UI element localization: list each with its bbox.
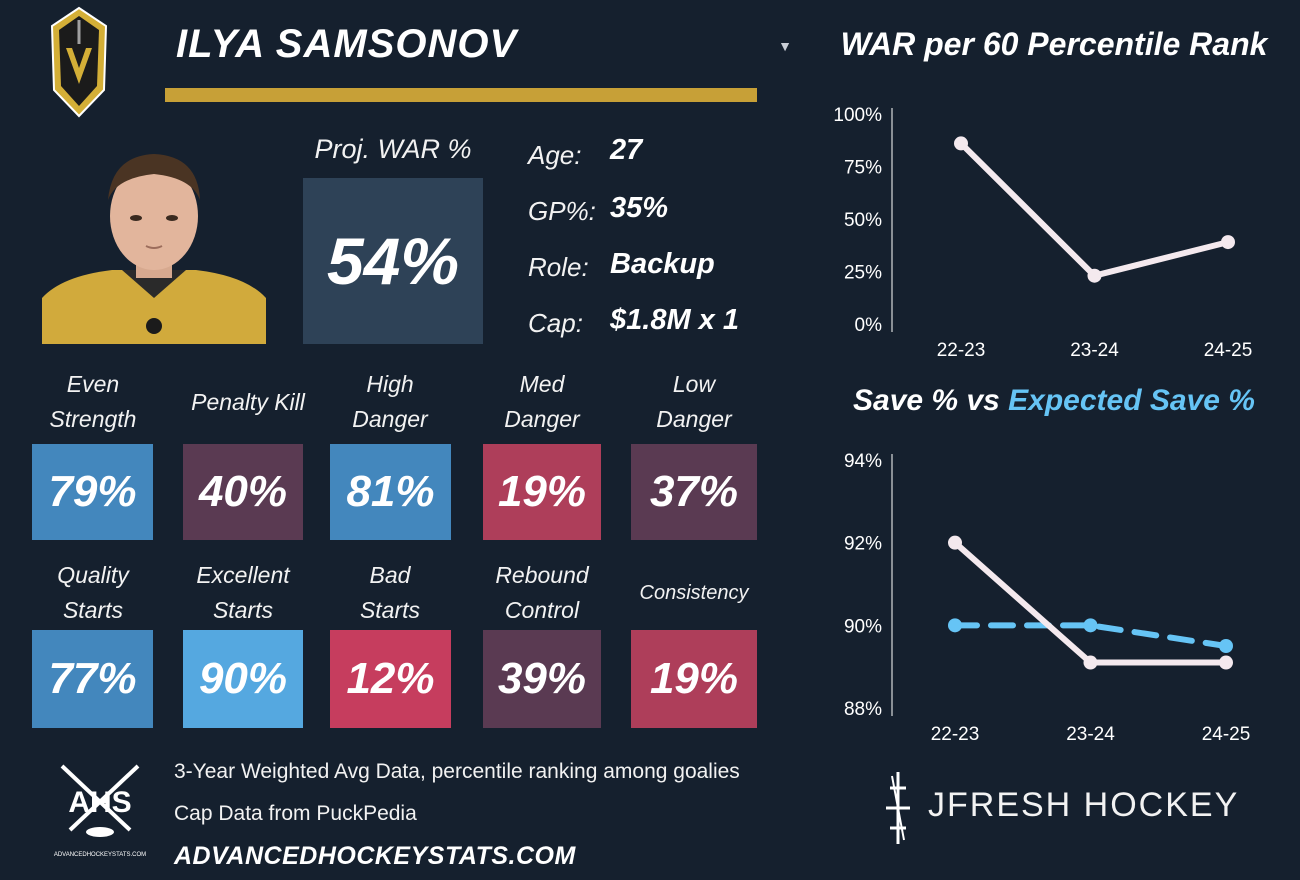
footer-note-data: 3-Year Weighted Avg Data, percentile ran…	[174, 760, 740, 783]
tile-med-danger: 19%	[483, 444, 601, 540]
footer-note-cap: Cap Data from PuckPedia	[174, 802, 417, 825]
y-tick-label: 88%	[844, 699, 882, 720]
data-point-0	[1083, 655, 1098, 670]
x-tick-label: 22-23	[931, 724, 980, 745]
series-line-1	[952, 622, 1229, 649]
gp-value: 35%	[610, 192, 669, 224]
tile-label-high-danger: High Danger	[352, 371, 428, 432]
tile-label-even-strength: Even Strength	[49, 371, 137, 432]
chevron-down-icon[interactable]: ▼	[778, 38, 792, 54]
jfresh-logo-icon	[868, 768, 938, 848]
tile-label-med-danger: Med Danger	[504, 371, 580, 432]
age-label: Age:	[528, 140, 582, 170]
y-tick-label: 75%	[844, 158, 882, 179]
data-point-0	[1087, 268, 1102, 283]
gp-label: GP%:	[528, 196, 596, 226]
ahs-logo-caption: ADVANCEDHOCKEYSTATS.COM	[54, 852, 146, 858]
role-value: Backup	[610, 248, 715, 280]
x-tick-label: 24-25	[1204, 340, 1253, 361]
team-logo	[48, 4, 110, 122]
player-headshot	[42, 148, 266, 344]
tile-low-danger: 37%	[631, 444, 757, 540]
y-tick-label: 50%	[844, 210, 882, 231]
cap-label: Cap:	[528, 308, 583, 338]
age-value: 27	[610, 134, 643, 166]
cap-value: $1.8M x 1	[610, 304, 739, 336]
data-point-0	[948, 535, 962, 550]
tile-even-strength: 79%	[32, 444, 153, 540]
tile-excellent-starts: 90%	[183, 630, 303, 728]
chart-title-save-part2: Expected Save %	[1008, 384, 1255, 417]
tile-high-danger: 81%	[330, 444, 451, 540]
ahs-logo: AHS ADVANCEDHOCKEYSTATS.COM	[44, 760, 156, 860]
tile-label-quality-starts: Quality Starts	[57, 562, 129, 623]
tile-label-low-danger: Low Danger	[656, 371, 732, 432]
data-point-1	[948, 618, 962, 633]
proj-war-value: 54%	[303, 178, 483, 344]
chart-title-save-part1: Save % vs	[853, 384, 1009, 417]
name-underline	[165, 88, 757, 102]
ahs-logo-text: AHS	[68, 786, 131, 819]
series-line-0	[958, 140, 1231, 279]
proj-war-label: Proj. WAR %	[314, 134, 472, 164]
x-tick-label: 23-24	[1070, 340, 1119, 361]
x-tick-label: 22-23	[937, 340, 986, 361]
footer-site-link[interactable]: ADVANCEDHOCKEYSTATS.COM	[174, 842, 576, 870]
chart-title-war: WAR per 60 Percentile Rank	[840, 26, 1268, 62]
war-percentile-chart: 0% 25% 50% 75% 100% 22-23 23-24 24-25	[833, 105, 1253, 361]
y-tick-label: 0%	[855, 315, 883, 336]
tile-label-penalty-kill: Penalty Kill	[191, 388, 305, 415]
tile-consistency: 19%	[631, 630, 757, 728]
tile-quality-starts: 77%	[32, 630, 153, 728]
data-point-1	[1219, 639, 1233, 653]
data-point-0	[1219, 655, 1233, 670]
data-point-0	[1221, 235, 1235, 250]
x-tick-label: 23-24	[1066, 724, 1115, 745]
y-tick-label: 100%	[833, 105, 882, 126]
chart-title-save: Save % vs Expected Save %	[808, 384, 1300, 418]
tile-bad-starts: 12%	[330, 630, 451, 728]
save-pct-chart: 88% 90% 92% 94% 22-23 23-24 24-25	[844, 451, 1251, 745]
tile-penalty-kill: 40%	[183, 444, 303, 540]
brand-name: JFRESH HOCKEY	[928, 786, 1240, 824]
player-name: ILYA SAMSONOV	[176, 22, 518, 66]
tile-label-excellent-starts: Excellent Starts	[196, 562, 290, 623]
data-point-0	[954, 136, 968, 151]
y-tick-label: 90%	[844, 616, 882, 637]
y-tick-label: 25%	[844, 263, 882, 284]
tile-rebound-control: 39%	[483, 630, 601, 728]
tile-label-rebound-control: Rebound Control	[495, 562, 589, 623]
role-label: Role:	[528, 252, 589, 282]
tile-label-consistency: Consistency	[639, 581, 749, 604]
y-tick-label: 92%	[844, 534, 882, 555]
tile-label-bad-starts: Bad Starts	[359, 562, 421, 623]
data-point-1	[1083, 618, 1098, 633]
y-tick-label: 94%	[844, 451, 882, 472]
series-line-0	[952, 539, 1229, 666]
x-tick-label: 24-25	[1202, 724, 1251, 745]
